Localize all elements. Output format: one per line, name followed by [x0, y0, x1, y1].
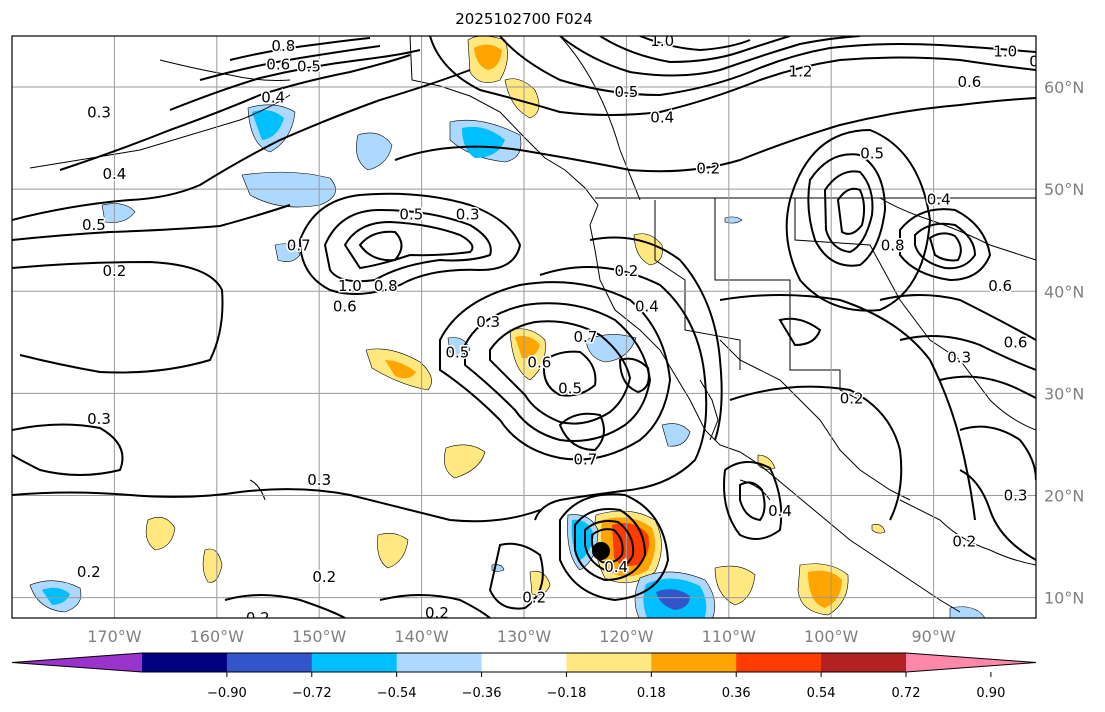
lon-tick-label: 140°W	[394, 627, 449, 646]
contour-label: 0.6	[333, 298, 357, 316]
colorbar-segment	[226, 653, 313, 672]
contour-label: 0.6	[266, 56, 290, 74]
contour-label: 0.7	[287, 236, 311, 254]
colorbar-tick-label: −0.36	[462, 686, 502, 701]
contour-label: 0.6	[527, 354, 551, 372]
lon-tick-label: 160°W	[190, 627, 245, 646]
colorbar-tick-label: −0.90	[207, 686, 247, 701]
contour-label: 0.8	[881, 236, 905, 254]
lat-tick-label: 20°N	[1044, 486, 1084, 505]
contour-label: 0.3	[456, 206, 480, 224]
contour-label: 0.5	[614, 83, 638, 101]
lon-tick-label: 90°W	[912, 627, 956, 646]
contour-label: 0.5	[860, 144, 884, 162]
lon-tick-label: 150°W	[292, 627, 347, 646]
colorbar-segment	[396, 653, 483, 672]
contour-label: 0.3	[87, 104, 111, 122]
colorbar-tick-label: 0.36	[722, 686, 751, 701]
colorbar-tick-label: 0.54	[807, 686, 836, 701]
contour-label: 0.4	[261, 88, 285, 106]
contour-label: 0.3	[1004, 486, 1028, 504]
contour-label: 0.2	[840, 389, 864, 407]
contour-label: 0.2	[102, 262, 126, 280]
longitude-ticks: 170°W 160°W 150°W 140°W 130°W 120°W 110°W 100°W…	[87, 627, 956, 646]
colorbar-segment	[736, 653, 822, 672]
contour-label: 0.3	[476, 313, 500, 331]
contour-label: 0.2	[246, 609, 270, 627]
contour-label: 0.4	[650, 109, 674, 127]
colorbar-segment	[481, 653, 567, 672]
contour-label: 0.4	[927, 190, 951, 208]
contour-label: 0.2	[425, 604, 449, 622]
colorbar-outline	[11, 652, 1037, 673]
lon-tick-label: 110°W	[702, 627, 757, 646]
contour-label: 0.4	[604, 558, 628, 576]
colorbar-tick-label: 0.90	[976, 686, 1005, 701]
contour-label: 0.2	[522, 589, 546, 607]
latitude-ticks: 10°N 20°N 30°N 40°N 50°N 60°N	[1044, 78, 1084, 608]
contour-label: 0.5	[399, 206, 423, 224]
contours	[12, 36, 1036, 618]
lat-tick-label: 50°N	[1044, 180, 1084, 199]
lat-tick-label: 60°N	[1044, 78, 1084, 97]
colorbar-extend-min	[12, 653, 142, 672]
map-panel: 0.80.6 0.50.40.30.40.50.20.30.20.21.0 0.80…	[11, 32, 1053, 627]
colorbar-tick-label: −0.18	[547, 686, 587, 701]
contour-label: 0.5	[558, 379, 582, 397]
figure-title: 2025102700 F024	[455, 10, 592, 28]
colorbar-tick-label: −0.54	[377, 686, 417, 701]
contour-label: 0.3	[87, 410, 111, 428]
contour-label: 0.2	[77, 563, 101, 581]
contour-label: 0.8	[374, 277, 398, 295]
colorbar-tick-label: 0.72	[892, 686, 921, 701]
contour-label: 0.7	[574, 328, 598, 346]
contour-label: 0.7	[574, 451, 598, 469]
contour-label: 0.4	[635, 298, 659, 316]
contour-label: 0.4	[102, 165, 126, 183]
map-frame	[11, 35, 1037, 619]
colorbar-tick-label: 0.18	[637, 686, 666, 701]
contour-label: 0.2	[312, 568, 336, 586]
contour-label: 0.8	[1029, 53, 1053, 71]
lon-tick-label: 130°W	[497, 627, 552, 646]
contour-label: 0.5	[82, 216, 106, 234]
lat-tick-label: 10°N	[1044, 589, 1084, 608]
contour-label: 0.6	[1004, 333, 1028, 351]
lon-tick-label: 170°W	[87, 627, 142, 646]
lon-tick-label: 100°W	[804, 627, 859, 646]
contour-label: 1.0	[338, 277, 362, 295]
contour-label: 0.3	[307, 471, 331, 489]
contour-label: 0.8	[271, 37, 295, 55]
colorbar-segment	[651, 653, 737, 672]
colorbar-tick-label: −0.72	[292, 686, 332, 701]
graticule	[12, 36, 1036, 618]
lon-tick-label: 120°W	[599, 627, 654, 646]
colorbar-segment	[311, 653, 398, 672]
contour-label: 1.2	[789, 63, 813, 81]
contour-label: 0.2	[952, 532, 976, 550]
contour-label: 1.0	[993, 42, 1017, 60]
colorbar: −0.90 −0.72 −0.54 −0.36 −0.18 0.18 0.36 0.54 0.7…	[11, 652, 1037, 701]
contour-label: 0.6	[958, 73, 982, 91]
contour-label: 0.6	[988, 277, 1012, 295]
colorbar-segment	[142, 653, 228, 672]
lat-tick-label: 30°N	[1044, 384, 1084, 403]
contour-label: 0.5	[446, 344, 470, 362]
contour-label: 0.3	[947, 349, 971, 367]
lat-tick-label: 40°N	[1044, 282, 1084, 301]
colorbar-extend-max	[906, 653, 1036, 672]
colorbar-segment	[566, 653, 652, 672]
contour-label: 0.2	[614, 262, 638, 280]
contour-label: 0.5	[297, 58, 321, 76]
storm-center-marker	[592, 542, 610, 560]
colorbar-segment	[821, 653, 907, 672]
coastlines	[29, 36, 1036, 613]
contour-label: 1.0	[650, 32, 674, 50]
contour-label: 0.4	[768, 502, 792, 520]
contour-label: 0.2	[696, 160, 720, 178]
contour-labels: 0.80.6 0.50.40.30.40.50.20.30.20.21.0 0.80…	[75, 32, 1053, 627]
